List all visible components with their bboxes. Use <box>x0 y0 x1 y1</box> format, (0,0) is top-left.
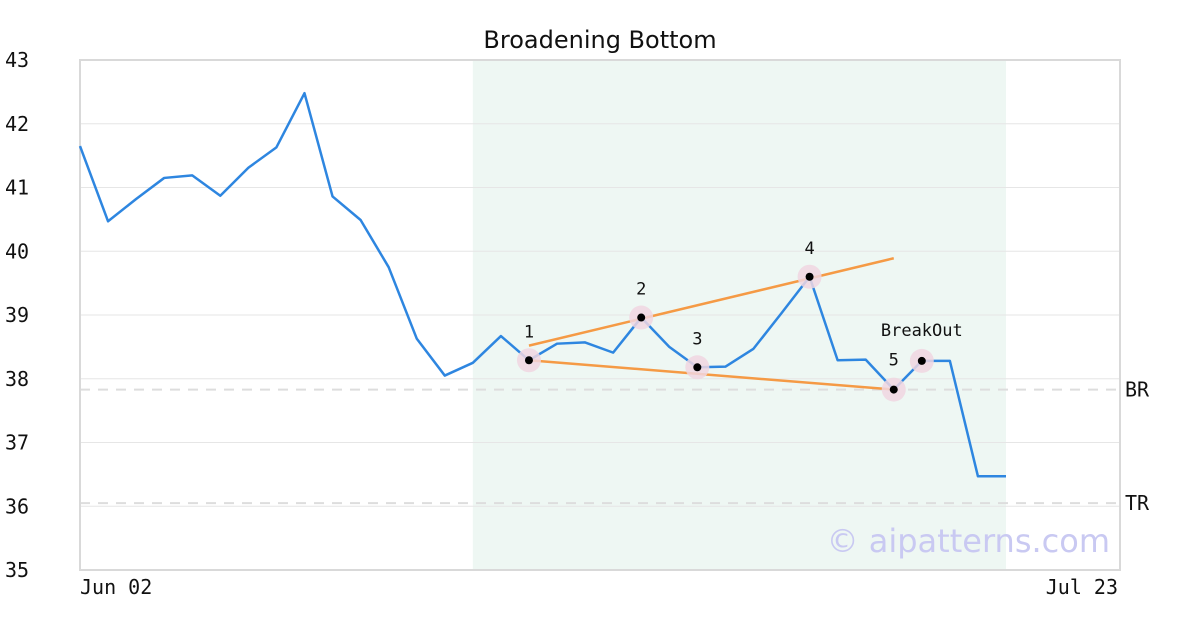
y-tick-label: 42 <box>5 112 29 136</box>
watermark: © aipatterns.com <box>827 522 1110 560</box>
plot-frame <box>79 59 1121 571</box>
pattern-label: 3 <box>692 329 702 349</box>
price-line <box>78 91 1006 478</box>
y-tick-label: 37 <box>5 431 29 455</box>
trend-line-1 <box>528 257 895 347</box>
pattern-point-dot <box>524 356 533 365</box>
y-tick-label: 36 <box>5 494 29 518</box>
y-tick-label: 39 <box>5 303 29 327</box>
x-tick-label: Jun 02 <box>80 575 152 599</box>
y-tick-label: 40 <box>5 239 29 263</box>
reference-label-tr: TR <box>1125 491 1150 515</box>
x-axis-ticks: Jun 02 Jul 23 <box>80 575 1118 599</box>
y-tick-label: 43 <box>5 48 29 72</box>
pattern-label: 4 <box>804 239 814 259</box>
pattern-label: 5 <box>889 351 899 371</box>
reference-lines: BR TR <box>80 378 1150 515</box>
pattern-point-dot <box>805 272 814 281</box>
pattern-point-dot <box>637 313 646 322</box>
pattern-label: BreakOut <box>881 321 963 341</box>
pattern-point-dot <box>889 385 898 394</box>
reference-label-br: BR <box>1125 378 1150 402</box>
trend-lines <box>528 257 895 391</box>
trend-line-2 <box>528 359 894 391</box>
pattern-markers: 1 2 3 4 5 BreakOut <box>516 239 963 402</box>
pattern-label: 2 <box>636 280 646 300</box>
pattern-point-dot <box>693 363 702 372</box>
y-tick-label: 35 <box>5 558 29 582</box>
pattern-point-dot <box>917 356 926 365</box>
y-axis-ticks: 35 36 37 38 39 40 41 42 43 <box>5 48 29 582</box>
y-tick-label: 38 <box>5 367 29 391</box>
chart-title: Broadening Bottom <box>483 26 716 54</box>
y-tick-label: 41 <box>5 176 29 200</box>
x-tick-label: Jul 23 <box>1046 575 1118 599</box>
pattern-label: 1 <box>524 322 534 342</box>
